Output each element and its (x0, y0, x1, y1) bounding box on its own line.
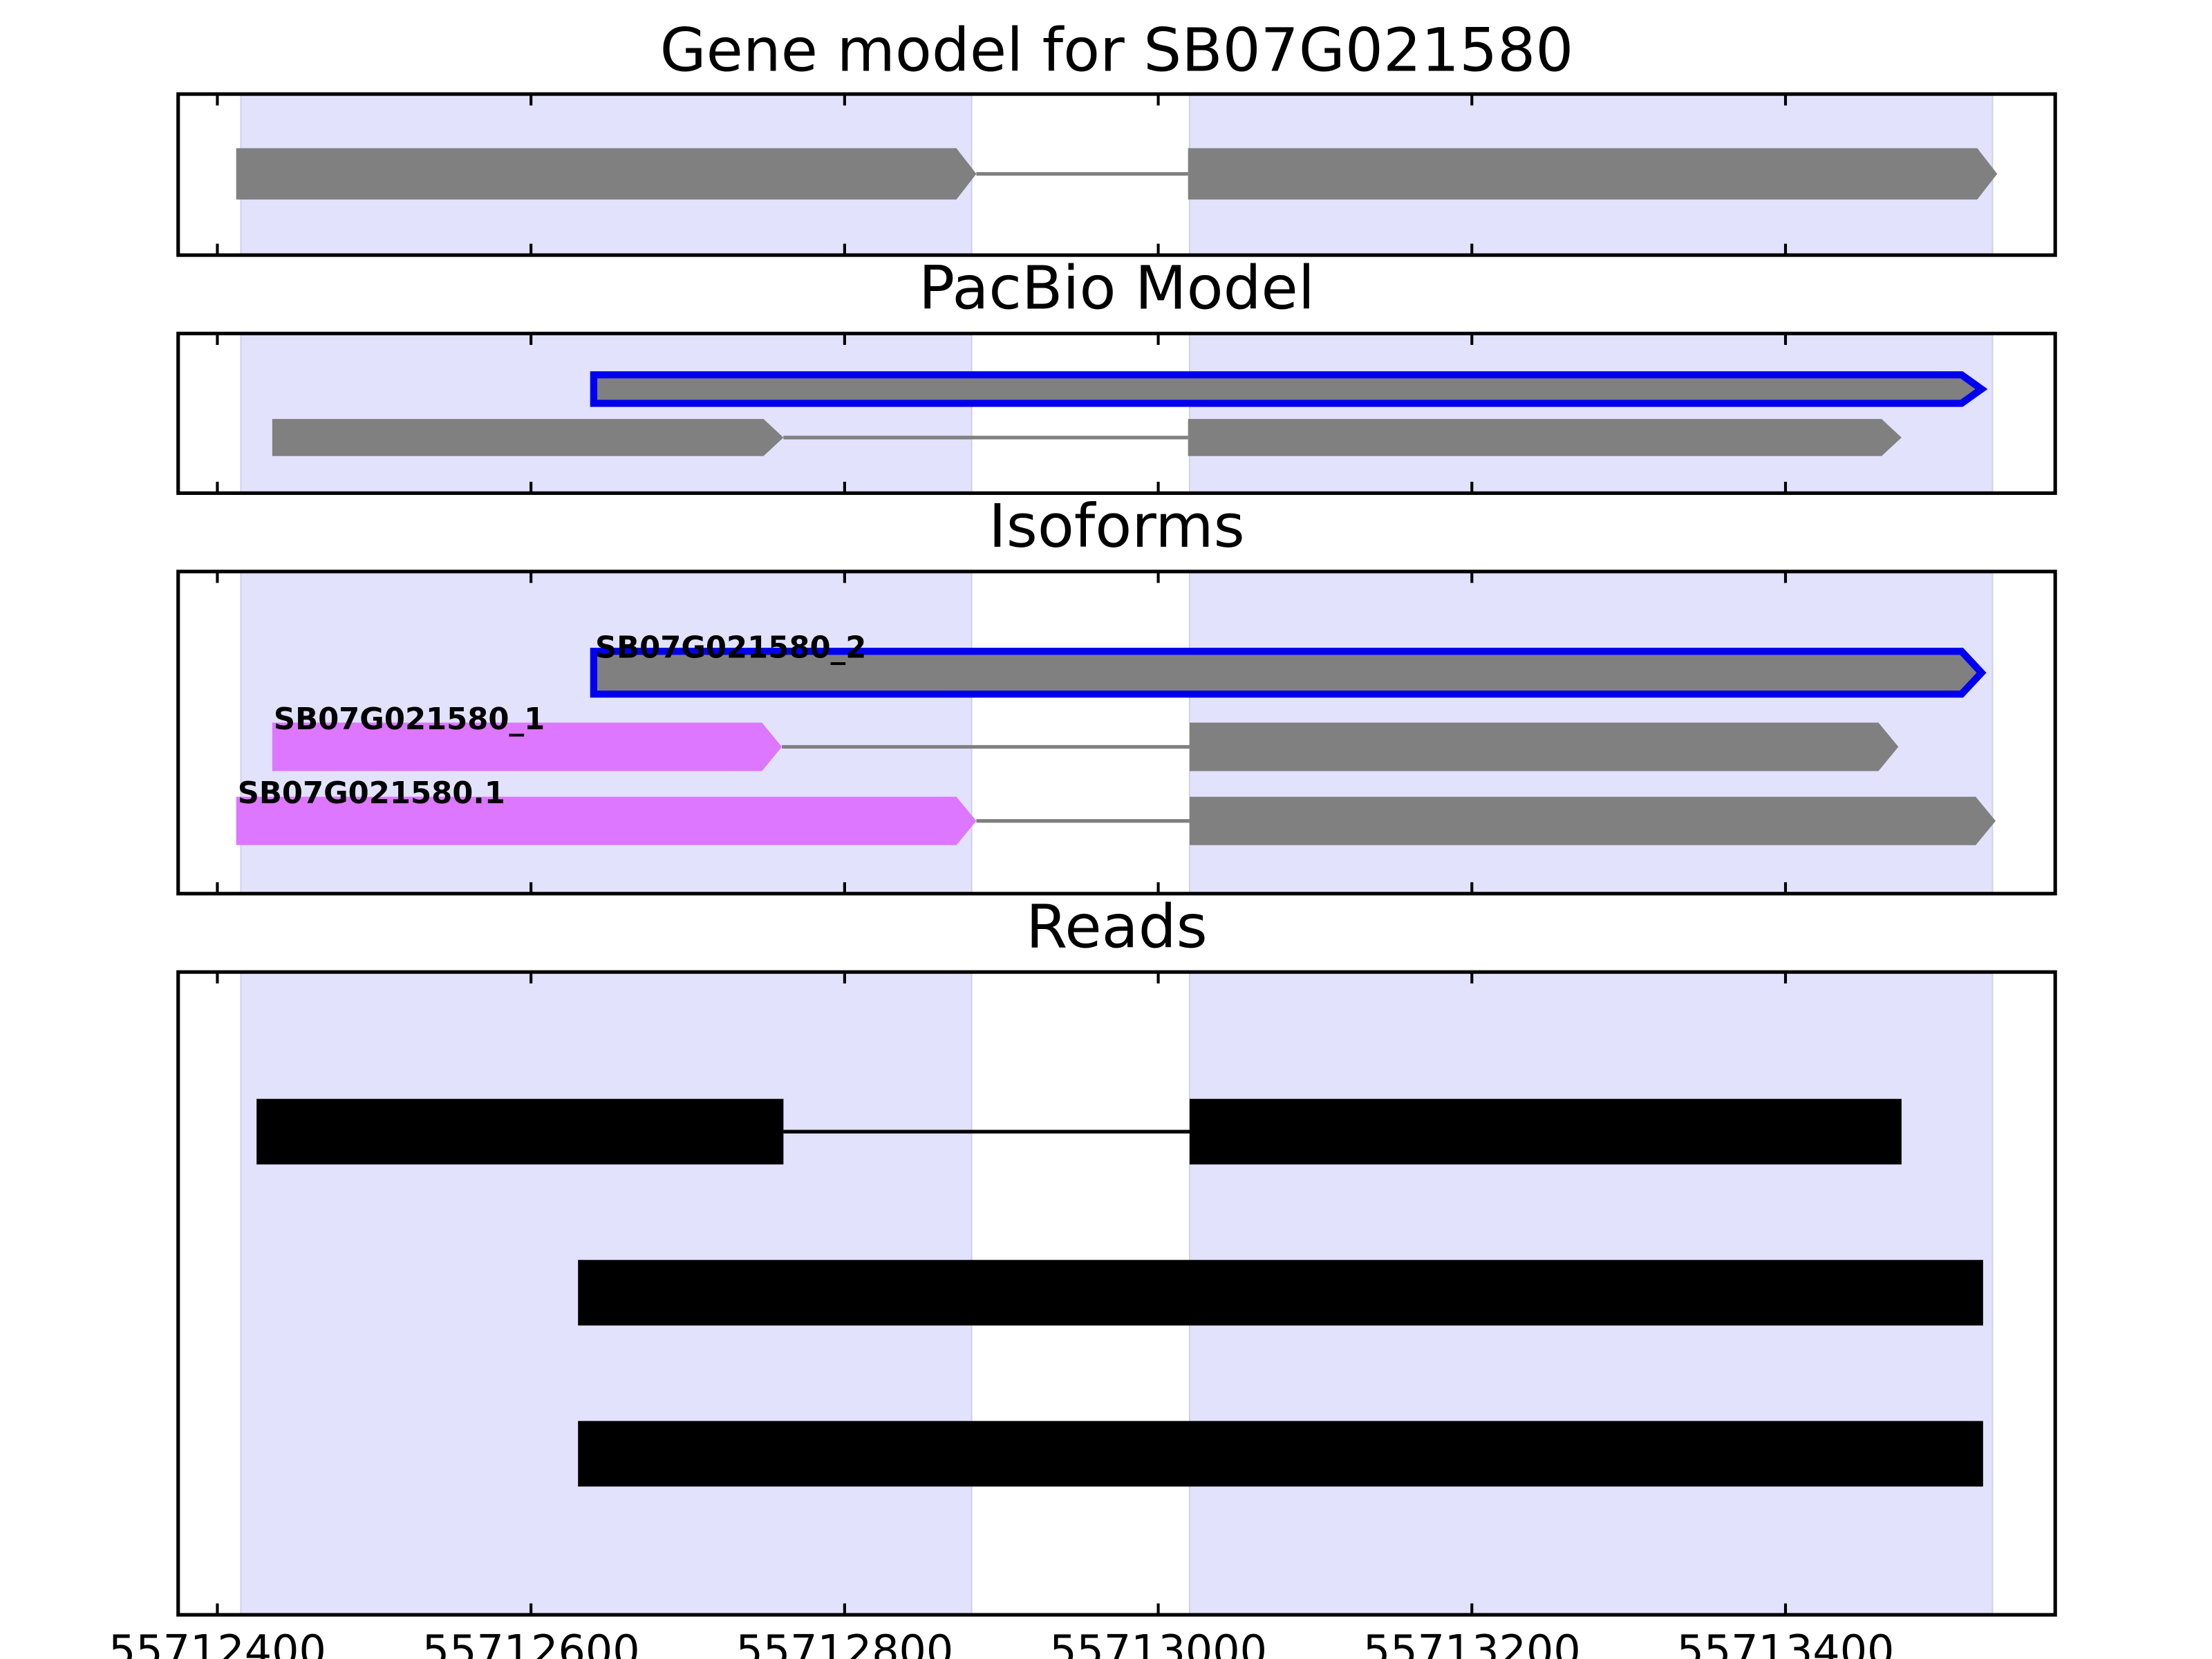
exon (272, 722, 782, 771)
exon (1188, 148, 1998, 200)
panel-title: PacBio Model (919, 254, 1315, 324)
read-block (578, 1421, 1983, 1487)
read-block (256, 1098, 784, 1165)
exon (1189, 722, 1899, 771)
isoform-label: SB07G021580_2 (595, 631, 866, 666)
exon (590, 371, 1988, 407)
x-tick-label: 55713200 (1363, 1626, 1581, 1659)
exon-region-shade (240, 332, 973, 494)
panel-frame (176, 331, 2057, 495)
exon (236, 796, 977, 845)
panel-title: Isoforms (988, 492, 1245, 561)
panel-frame (176, 570, 2057, 896)
x-tick-label: 55713400 (1677, 1626, 1895, 1659)
panel-title: Reads (1026, 892, 1208, 962)
panel-frame (176, 92, 2057, 257)
read-block (1189, 1098, 1902, 1165)
exon (236, 148, 977, 200)
x-tick-label: 55712800 (735, 1626, 953, 1659)
x-tick-label: 55712400 (109, 1626, 326, 1659)
isoform-label: SB07G021580_1 (274, 702, 545, 737)
x-tick-label: 55713000 (1049, 1626, 1267, 1659)
exon (1189, 796, 1996, 845)
exon (1188, 419, 1902, 456)
panel-frame (176, 970, 2057, 1617)
isoform-label: SB07G021580.1 (238, 776, 505, 811)
panel-title: Gene model for SB07G021580 (660, 16, 1574, 85)
exon-region-shade (1188, 332, 1994, 494)
x-tick-label: 55712600 (422, 1626, 640, 1659)
read-block (578, 1259, 1983, 1326)
exon (590, 648, 1987, 698)
exon (272, 419, 784, 456)
